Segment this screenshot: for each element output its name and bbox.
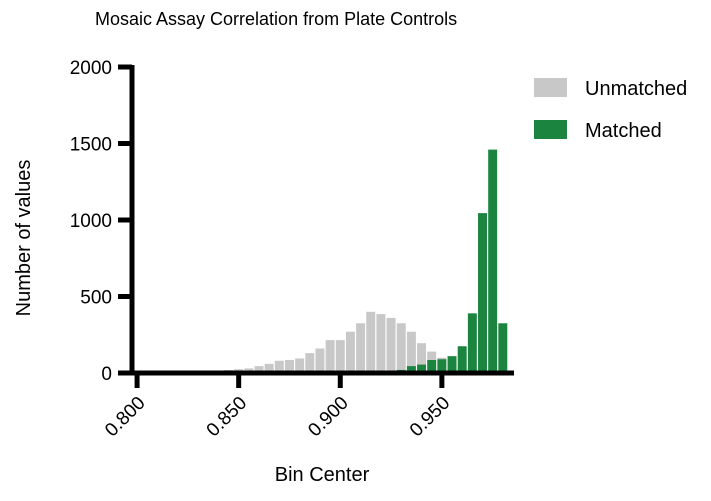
series-unmatched bbox=[203, 311, 477, 373]
bar-unmatched-0.885 bbox=[305, 353, 315, 373]
legend-label-matched: Matched bbox=[585, 120, 662, 142]
x-tick-label-0.850: 0.850 bbox=[203, 393, 251, 441]
axes-layer: 0 500 1000 1500 2000 0.800 0.850 0.900 0.950 bbox=[70, 58, 514, 441]
y-tick-label-500: 500 bbox=[80, 288, 112, 309]
bar-unmatched-0.890 bbox=[315, 348, 325, 373]
x-tick-label-0.800: 0.800 bbox=[101, 393, 149, 441]
bar-unmatched-0.870 bbox=[274, 360, 284, 373]
y-tick-label-0: 0 bbox=[101, 364, 112, 385]
bar-unmatched-0.915 bbox=[366, 311, 376, 373]
bar-matched-0.940 bbox=[417, 364, 427, 373]
bar-matched-0.975 bbox=[488, 149, 498, 373]
bar-matched-0.970 bbox=[478, 213, 487, 373]
bar-unmatched-0.935 bbox=[406, 331, 416, 373]
legend-swatch-matched bbox=[534, 120, 567, 139]
bar-matched-0.935 bbox=[406, 366, 416, 373]
legend-label-unmatched: Unmatched bbox=[585, 78, 687, 100]
bar-unmatched-0.875 bbox=[284, 360, 294, 373]
bar-unmatched-0.895 bbox=[325, 340, 335, 373]
bar-unmatched-0.930 bbox=[396, 323, 406, 373]
y-tick-label-2000: 2000 bbox=[70, 58, 112, 79]
x-axis-label: Bin Center bbox=[275, 464, 370, 486]
bar-matched-0.945 bbox=[427, 360, 437, 373]
x-tick-label-0.900: 0.900 bbox=[304, 393, 352, 441]
chart-title: Mosaic Assay Correlation from Plate Cont… bbox=[95, 9, 457, 29]
bar-matched-0.950 bbox=[437, 359, 447, 373]
bar-unmatched-0.910 bbox=[356, 323, 366, 373]
bar-unmatched-0.900 bbox=[335, 340, 345, 373]
series-matched bbox=[396, 149, 508, 373]
bar-unmatched-0.925 bbox=[386, 317, 396, 373]
bar-unmatched-0.880 bbox=[295, 358, 305, 373]
bar-unmatched-0.865 bbox=[264, 363, 274, 373]
legend: Unmatched Matched bbox=[534, 78, 687, 142]
legend-swatch-unmatched bbox=[534, 78, 567, 97]
bar-unmatched-0.860 bbox=[254, 366, 264, 373]
y-tick-label-1500: 1500 bbox=[70, 135, 112, 156]
y-tick-label-1000: 1000 bbox=[70, 211, 112, 232]
bar-matched-0.960 bbox=[457, 346, 467, 373]
bar-unmatched-0.905 bbox=[345, 331, 355, 373]
bars-layer bbox=[203, 149, 508, 373]
y-axis-label: Number of values bbox=[13, 160, 35, 317]
bar-unmatched-0.920 bbox=[376, 314, 386, 373]
bar-unmatched-0.940 bbox=[417, 343, 427, 373]
bar-matched-0.965 bbox=[467, 313, 477, 373]
x-tick-label-0.950: 0.950 bbox=[406, 393, 454, 441]
bar-matched-0.980 bbox=[498, 323, 508, 373]
bar-matched-0.955 bbox=[447, 356, 457, 373]
